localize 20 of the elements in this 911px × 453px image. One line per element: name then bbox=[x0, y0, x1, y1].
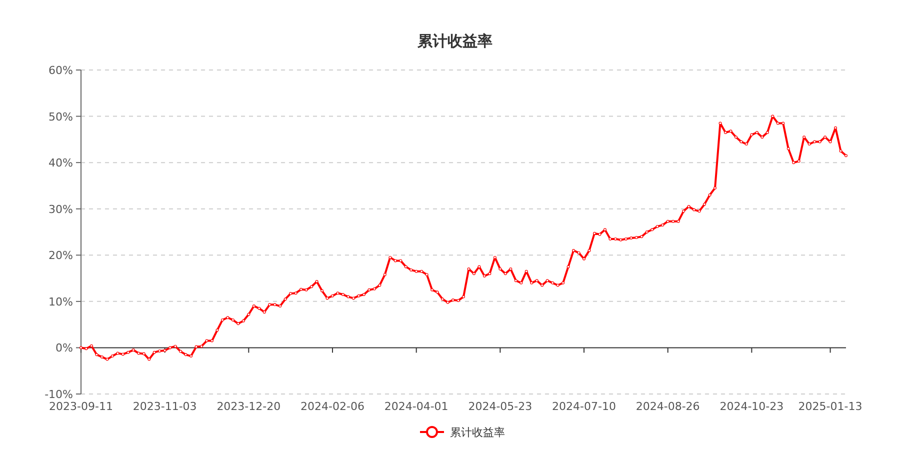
x-tick-label: 2024-04-01 bbox=[384, 400, 448, 413]
x-tick-label: 2024-10-23 bbox=[720, 400, 784, 413]
x-tick-label: 2024-07-10 bbox=[552, 400, 616, 413]
x-tick-label: 2024-08-26 bbox=[636, 400, 700, 413]
y-tick-label: -10% bbox=[44, 388, 73, 401]
x-tick-label: 2024-05-23 bbox=[468, 400, 532, 413]
y-tick-label: 60% bbox=[48, 64, 73, 77]
y-tick-label: 30% bbox=[48, 202, 73, 216]
x-tick-label: 2025-01-13 bbox=[798, 400, 862, 413]
legend-label: 累计收益率 bbox=[450, 426, 505, 439]
y-tick-label: 20% bbox=[48, 249, 73, 262]
chart-title: 累计收益率 bbox=[416, 32, 492, 50]
y-tick-label: 10% bbox=[48, 295, 73, 308]
y-tick-label: 50% bbox=[48, 110, 73, 124]
x-tick-label: 2023-09-11 bbox=[49, 400, 113, 413]
x-tick-label: 2024-02-06 bbox=[300, 400, 364, 413]
x-tick-label: 2023-12-20 bbox=[216, 400, 281, 413]
x-tick-label: 2023-11-03 bbox=[132, 400, 197, 413]
y-tick-label: 0% bbox=[56, 342, 73, 355]
y-tick-label: 40% bbox=[48, 156, 73, 170]
